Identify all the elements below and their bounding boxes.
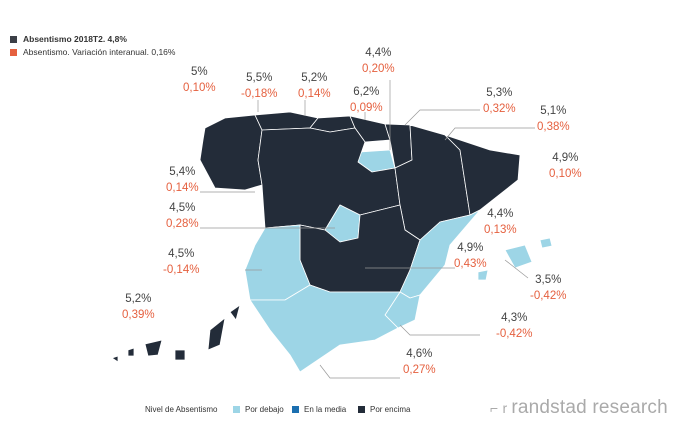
randstad-logo-icon: ⌐ r [490, 400, 508, 416]
region-cataluna [444, 134, 521, 216]
leader-lines [200, 80, 535, 379]
region-galicia [199, 114, 263, 191]
label-la-rioja: 4,4% 0,20% [362, 47, 395, 75]
legend-swatch-orange [10, 48, 17, 56]
region-baleares [477, 237, 553, 281]
label-navarra: 5,3% 0,32% [483, 87, 516, 115]
legend-title: Nivel de Absentismo [145, 405, 218, 414]
legend-item-label: Por encima [370, 405, 411, 414]
legend-variation: Absentismo. Variación interanual. 0,16% [10, 47, 175, 57]
label-valencia: 4,4% 0,13% [484, 208, 517, 236]
label-asturias: 5,5% -0,18% [241, 72, 278, 100]
label-aragon: 5,1% 0,38% [537, 105, 570, 133]
region-canarias [111, 304, 241, 363]
legend-swatch-dark [10, 35, 17, 43]
label-canarias: 5,2% 0,39% [122, 293, 155, 321]
region-andalucia [249, 284, 401, 373]
region-asturias [254, 111, 319, 131]
legend-item-por-encima: Por encima [358, 405, 410, 414]
legend-absentism: Absentismo 2018T2. 4,8% [10, 34, 127, 44]
label-baleares: 3,5% -0,42% [530, 274, 567, 302]
brand-text: randstad research [511, 397, 668, 418]
label-cantabria: 5,2% 0,14% [298, 72, 331, 100]
swatch-por-encima [358, 406, 365, 413]
legend-item-label: En la media [304, 405, 347, 414]
swatch-en-la-media [292, 406, 299, 413]
label-murcia: 4,3% -0,42% [496, 312, 533, 340]
label-cataluna: 4,9% 0,10% [549, 152, 582, 180]
region-pais-vasco [349, 115, 391, 143]
label-extremadura: 4,5% -0,14% [163, 248, 200, 276]
legend-item-label: Por debajo [245, 405, 284, 414]
label-galicia: 5% 0,10% [183, 66, 216, 94]
legend-item-en-la-media: En la media [292, 405, 346, 414]
region-extremadura [244, 224, 311, 301]
label-pais-vasco: 6,2% 0,09% [350, 86, 383, 114]
legend-item-por-debajo: Por debajo [233, 405, 284, 414]
bottom-legend-title: Nivel de Absentismo [145, 405, 217, 414]
randstad-logo: ⌐ r randstad research [490, 397, 668, 419]
legend-label: Absentismo. Variación interanual. 0,16% [23, 47, 176, 57]
label-madrid: 4,5% 0,28% [166, 202, 199, 230]
label-castilla-la-mancha: 4,9% 0,43% [454, 242, 487, 270]
swatch-por-debajo [233, 406, 240, 413]
label-andalucia: 4,6% 0,27% [403, 348, 436, 376]
label-castilla-leon: 5,4% 0,14% [166, 166, 199, 194]
legend-label: Absentismo 2018T2. 4,8% [23, 34, 127, 44]
